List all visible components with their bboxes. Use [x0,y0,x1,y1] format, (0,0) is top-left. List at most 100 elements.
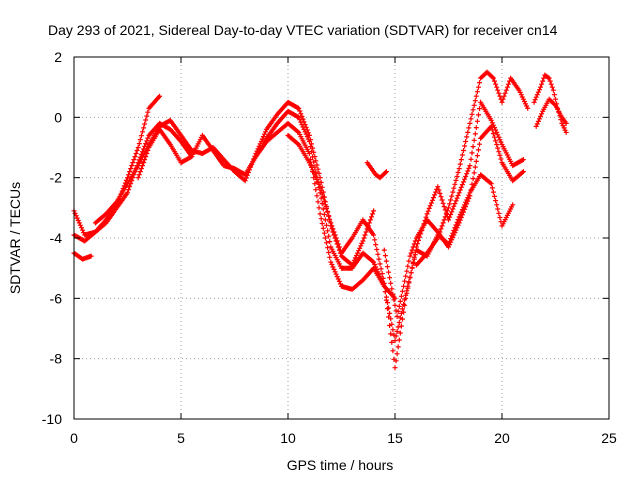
data-point-marker [388,280,394,286]
data-point-marker [143,154,149,160]
grid [74,57,609,419]
data-point-marker [410,259,416,265]
data-point-marker [561,125,567,131]
data-point-marker [488,123,494,129]
data-point-marker [474,153,480,159]
data-point-marker [75,218,81,223]
x-tick-label: 20 [494,430,510,446]
data-point-marker [325,245,331,251]
data-point-marker [408,270,414,276]
data-point-marker [539,81,545,87]
data-point-marker [397,298,403,304]
data-point-marker [470,144,476,150]
data-point-marker [395,324,401,330]
data-point-marker [400,288,405,294]
data-point-marker [402,302,408,308]
data-point-marker [367,217,373,223]
data-point-marker [318,216,324,222]
data-point-marker [457,161,463,167]
data-point-marker [466,125,472,131]
data-point-marker [474,89,480,95]
series-track-l [533,96,569,129]
data-point-marker [454,195,460,201]
data-point-marker [449,193,455,199]
x-tick-label: 10 [280,430,296,446]
data-point-marker [465,168,471,174]
axis-ticks: 0 5 10 15 20 25 -10 -8 -6 -4 -2 0 2 [42,49,617,446]
series-track-f [253,120,516,344]
data-point-marker [333,235,339,241]
data-point-marker [326,233,332,239]
data-point-marker [327,216,333,222]
data-point-marker [452,201,458,207]
data-point-marker [382,289,388,295]
data-point-marker [378,266,384,272]
data-point-marker [535,89,541,95]
data-point-marker [322,202,328,208]
data-point-marker [336,244,342,250]
data-point-marker [477,80,482,86]
data-point-marker [496,90,502,96]
data-point-marker [455,193,461,198]
data-point-marker [140,163,145,169]
data-point-marker [127,169,133,175]
data-point-marker [458,157,464,163]
data-point-marker [380,275,386,281]
data-point-marker [477,106,482,112]
data-point-marker [451,185,457,191]
data-point-marker [383,258,389,264]
data-point-marker [498,139,504,145]
data-point-marker [331,229,337,235]
data-point-marker [366,220,372,226]
data-point-marker [77,222,83,228]
data-point-marker [450,189,456,195]
data-point-marker [471,170,477,176]
data-point-marker [448,197,454,203]
data-point-marker [435,184,441,190]
data-point-marker [80,227,86,233]
data-point-marker [477,141,482,147]
data-point-marker [335,276,341,282]
data-point-marker [563,120,569,126]
data-point-marker [242,178,248,184]
data-point-marker [132,154,138,160]
data-point-marker [327,254,333,260]
data-point-marker [385,306,390,312]
data-point-marker [391,297,397,303]
data-point-marker [495,87,501,93]
data-point-marker [332,232,338,238]
data-point-marker [243,175,249,181]
data-point-marker [362,232,368,238]
data-point-marker [296,105,302,111]
data-point-marker [129,163,135,169]
data-point-marker [385,300,390,306]
data-point-marker [376,256,382,262]
data-point-marker [497,152,503,158]
data-point-marker [401,283,407,289]
data-point-marker [449,209,455,215]
data-point-marker [326,250,332,255]
data-point-marker [137,169,143,175]
data-point-marker [126,172,132,178]
data-point-marker [336,278,342,284]
data-point-marker [312,181,318,187]
data-point-marker [143,117,149,123]
data-point-marker [326,213,332,219]
data-point-marker [441,217,447,223]
data-point-marker [423,214,429,220]
data-point-marker [501,93,507,99]
data-point-marker [145,135,151,141]
data-point-marker [333,271,339,277]
data-point-marker [318,187,324,193]
data-point-marker [390,348,396,354]
data-point-marker [538,113,543,119]
data-point-marker [464,171,470,177]
data-point-marker [489,127,495,133]
x-tick-label: 25 [601,430,617,446]
data-point-marker [321,212,327,217]
data-point-marker [332,269,338,275]
data-point-marker [394,313,400,319]
data-point-marker [471,137,477,143]
data-point-marker [457,217,463,223]
data-point-marker [461,179,466,185]
